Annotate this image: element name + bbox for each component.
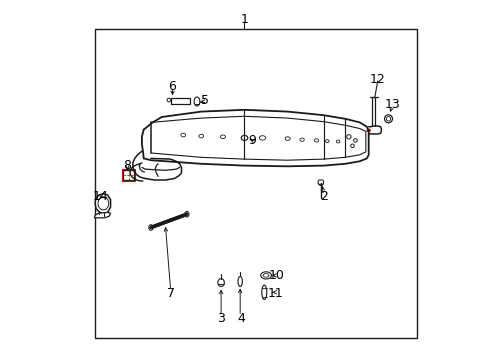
Ellipse shape [325, 140, 328, 143]
Bar [123, 170, 134, 180]
Bar [170, 98, 190, 104]
Polygon shape [317, 180, 323, 184]
Text: 10: 10 [268, 269, 284, 282]
Ellipse shape [148, 225, 153, 230]
Ellipse shape [260, 272, 271, 279]
Ellipse shape [167, 98, 170, 102]
Text: 14: 14 [92, 190, 108, 203]
Ellipse shape [336, 140, 339, 143]
Ellipse shape [184, 211, 189, 217]
Ellipse shape [259, 136, 265, 140]
Ellipse shape [194, 97, 200, 106]
Bar [122, 169, 135, 181]
Text: 6: 6 [168, 80, 176, 93]
Text: 7: 7 [166, 287, 174, 300]
Ellipse shape [314, 139, 318, 142]
Text: 11: 11 [266, 287, 283, 300]
Ellipse shape [218, 279, 224, 287]
Ellipse shape [384, 115, 392, 123]
Ellipse shape [181, 133, 185, 137]
Text: 8: 8 [123, 159, 131, 172]
Ellipse shape [241, 135, 247, 140]
Ellipse shape [366, 129, 370, 132]
Text: 9: 9 [247, 134, 255, 147]
Ellipse shape [386, 117, 390, 121]
Ellipse shape [285, 137, 289, 140]
Text: 3: 3 [217, 312, 224, 325]
Ellipse shape [350, 144, 354, 148]
Ellipse shape [199, 134, 203, 138]
Ellipse shape [261, 285, 266, 300]
Ellipse shape [241, 136, 247, 140]
Ellipse shape [220, 135, 225, 139]
Ellipse shape [238, 276, 242, 287]
Polygon shape [95, 194, 110, 213]
Ellipse shape [263, 274, 268, 277]
Ellipse shape [299, 138, 304, 141]
Ellipse shape [353, 139, 356, 142]
Text: 2: 2 [319, 190, 327, 203]
Ellipse shape [346, 135, 350, 139]
Ellipse shape [318, 180, 323, 185]
Text: 1: 1 [240, 13, 248, 26]
Text: 5: 5 [201, 94, 208, 107]
Text: 4: 4 [237, 312, 244, 325]
Text: 12: 12 [369, 73, 385, 86]
Polygon shape [94, 212, 110, 218]
Bar [95, 29, 416, 338]
Text: 13: 13 [384, 98, 399, 111]
